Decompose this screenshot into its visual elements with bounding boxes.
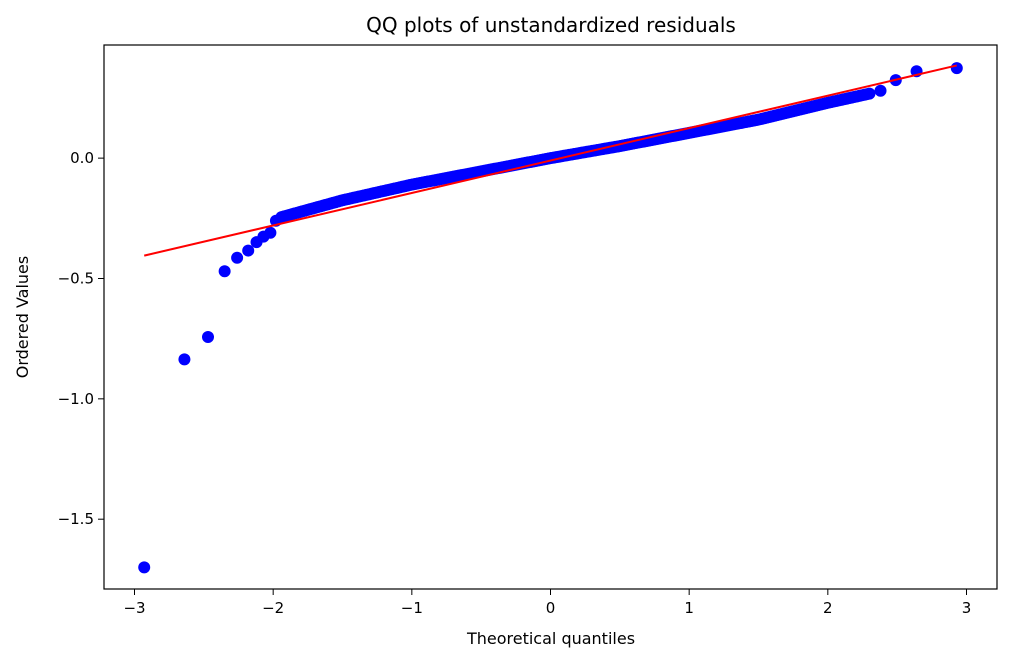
x-tick-label: 2 xyxy=(823,599,833,617)
plot-area xyxy=(138,62,963,574)
data-point xyxy=(264,226,277,239)
x-axis-ticks: −3 −2 −1 0 1 2 3 xyxy=(123,589,971,617)
data-point xyxy=(138,561,151,574)
y-axis-ticks: −1.5 −1.0 −0.5 0.0 xyxy=(58,149,104,528)
data-point xyxy=(201,330,214,343)
chart-title: QQ plots of unstandardized residuals xyxy=(366,13,736,37)
y-tick-label: −1.0 xyxy=(58,390,94,408)
x-tick-label: 3 xyxy=(962,599,972,617)
data-point xyxy=(874,84,887,97)
x-tick-label: 1 xyxy=(684,599,694,617)
x-axis-label: Theoretical quantiles xyxy=(466,629,635,648)
y-axis-label: Ordered Values xyxy=(13,256,32,378)
y-tick-label: −0.5 xyxy=(58,269,94,287)
x-tick-label: 0 xyxy=(546,599,556,617)
data-point xyxy=(218,265,231,278)
data-point xyxy=(863,87,876,100)
y-tick-label: 0.0 xyxy=(70,149,94,167)
x-tick-label: −3 xyxy=(123,599,145,617)
x-tick-label: −2 xyxy=(262,599,284,617)
plot-frame xyxy=(103,44,998,590)
data-point xyxy=(178,353,191,366)
x-tick-label: −1 xyxy=(401,599,423,617)
data-point xyxy=(242,244,255,257)
fit-line xyxy=(143,64,958,257)
data-point xyxy=(231,251,244,264)
y-tick-label: −1.5 xyxy=(58,510,94,528)
data-point xyxy=(950,62,963,75)
